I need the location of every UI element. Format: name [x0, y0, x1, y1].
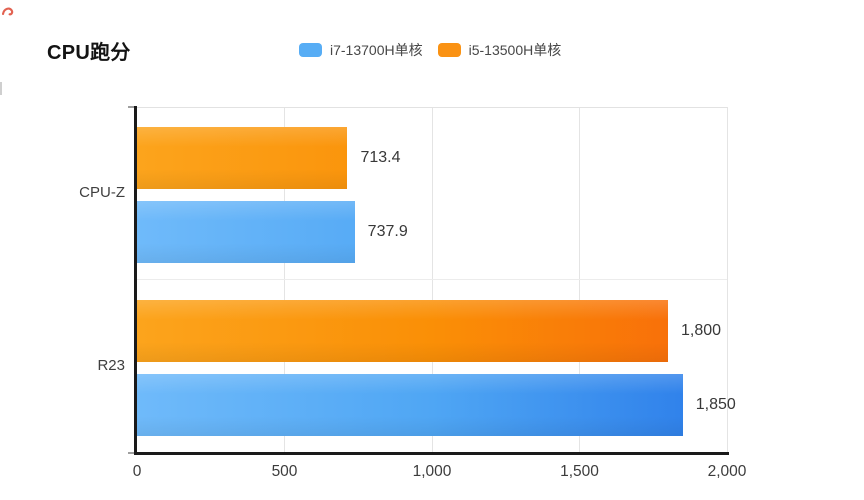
legend-item-i5-13500h[interactable]: i5-13500H单核 [437, 40, 562, 60]
bar-cpuz-i713700h[interactable] [137, 201, 355, 263]
legend: i7-13700H单核 i5-13500H单核 [299, 40, 561, 60]
bar-value-label-r23-i513500h: 1,800 [681, 321, 722, 339]
legend-swatch-blue [299, 43, 322, 57]
bar-r23-i513500h[interactable] [137, 299, 668, 362]
plot-top-border [137, 107, 727, 108]
bar-value-label-cpuz-i513500h: 713.4 [360, 149, 401, 166]
legend-label-i7-13700h: i7-13700H单核 [330, 42, 423, 58]
x-axis-tick-label-0: 0 [132, 463, 142, 480]
y-axis-category-label-cpuz: CPU-Z [79, 184, 125, 202]
legend-item-i7-13700h[interactable]: i7-13700H单核 [299, 40, 423, 60]
x-axis-line [134, 452, 729, 455]
left-edge-artifact [0, 82, 2, 95]
legend-label-i5-13500h: i5-13500H单核 [468, 42, 562, 58]
x-axis-tick-label-1000: 1,000 [412, 463, 452, 480]
bar-value-label-cpuz-i713700h: 737.9 [367, 223, 408, 240]
y-axis-bottom-tick [128, 452, 134, 454]
y-axis-top-tick [128, 106, 134, 108]
x-axis-tick-label-500: 500 [271, 463, 298, 480]
y-axis-line [134, 106, 137, 453]
y-axis-category-label-r23: R23 [97, 356, 125, 374]
plot-area: 0 500 1,000 1,500 2,000 CPU-Z 713.4 737.9 R23 1,8… [79, 106, 746, 480]
bar-value-label-r23-i713700h: 1,850 [695, 395, 736, 413]
gridline-2000 [726, 107, 728, 452]
x-axis-tick-label-2000: 2,000 [707, 463, 747, 480]
category-separator-line [137, 279, 727, 280]
red-scribble-icon [1, 7, 14, 16]
x-axis-tick-label-1500: 1,500 [560, 463, 599, 480]
bar-r23-i713700h[interactable] [137, 373, 683, 436]
chart-title: CPU跑分 [47, 42, 131, 64]
bar-cpuz-i513500h[interactable] [137, 127, 348, 189]
legend-swatch-orange [437, 43, 461, 57]
